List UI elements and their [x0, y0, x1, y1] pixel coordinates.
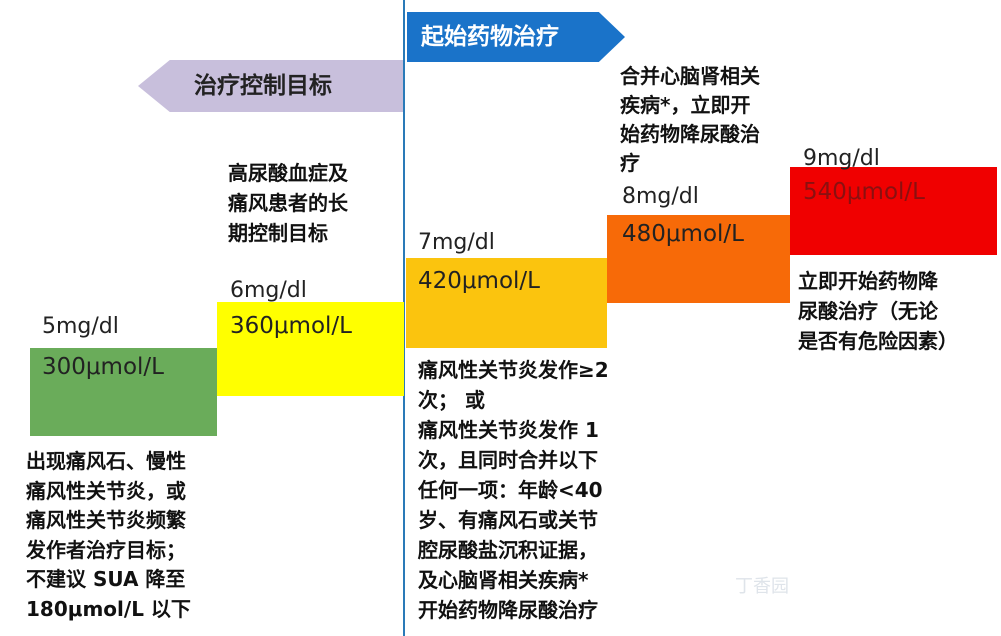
level-box-420: [406, 258, 607, 348]
level-box-480: [607, 215, 790, 303]
umol-label: 360μmol/L: [230, 313, 352, 339]
note-start-540: 立即开始药物降 尿酸治疗（无论 是否有危险因素）: [798, 269, 958, 353]
level-box-300: [30, 348, 217, 436]
mgdl-label: 8mg/dl: [622, 184, 699, 209]
mgdl-label: 9mg/dl: [803, 146, 880, 171]
watermark-logo: 丁香园: [735, 576, 789, 597]
level-box-360: [217, 302, 404, 396]
level-box-540: [790, 167, 997, 255]
umol-label: 540μmol/L: [803, 179, 925, 205]
mgdl-label: 7mg/dl: [418, 230, 495, 255]
umol-label: 420μmol/L: [418, 268, 540, 294]
note-start-480: 合并心脑肾相关 疾病*，立即开 始药物降尿酸治 疗: [620, 64, 760, 175]
mgdl-label: 5mg/dl: [42, 314, 119, 339]
control-target-arrow: 治疗控制目标: [138, 60, 403, 112]
mgdl-label: 6mg/dl: [230, 278, 307, 303]
note-tophi-target: 出现痛风石、慢性 痛风性关节炎，或 痛风性关节炎频繁 发作者治疗目标； 不建议 …: [26, 449, 191, 621]
note-start-420: 痛风性关节炎发作≥2 次； 或 痛风性关节炎发作 1 次，且同时合并以下 任何一…: [418, 358, 609, 622]
umol-label: 480μmol/L: [622, 221, 744, 247]
umol-label: 300μmol/L: [42, 354, 164, 380]
divider-line: [403, 0, 405, 636]
note-long-term-target: 高尿酸血症及 痛风患者的长 期控制目标: [228, 161, 348, 245]
start-therapy-arrow: 起始药物治疗: [407, 12, 625, 62]
